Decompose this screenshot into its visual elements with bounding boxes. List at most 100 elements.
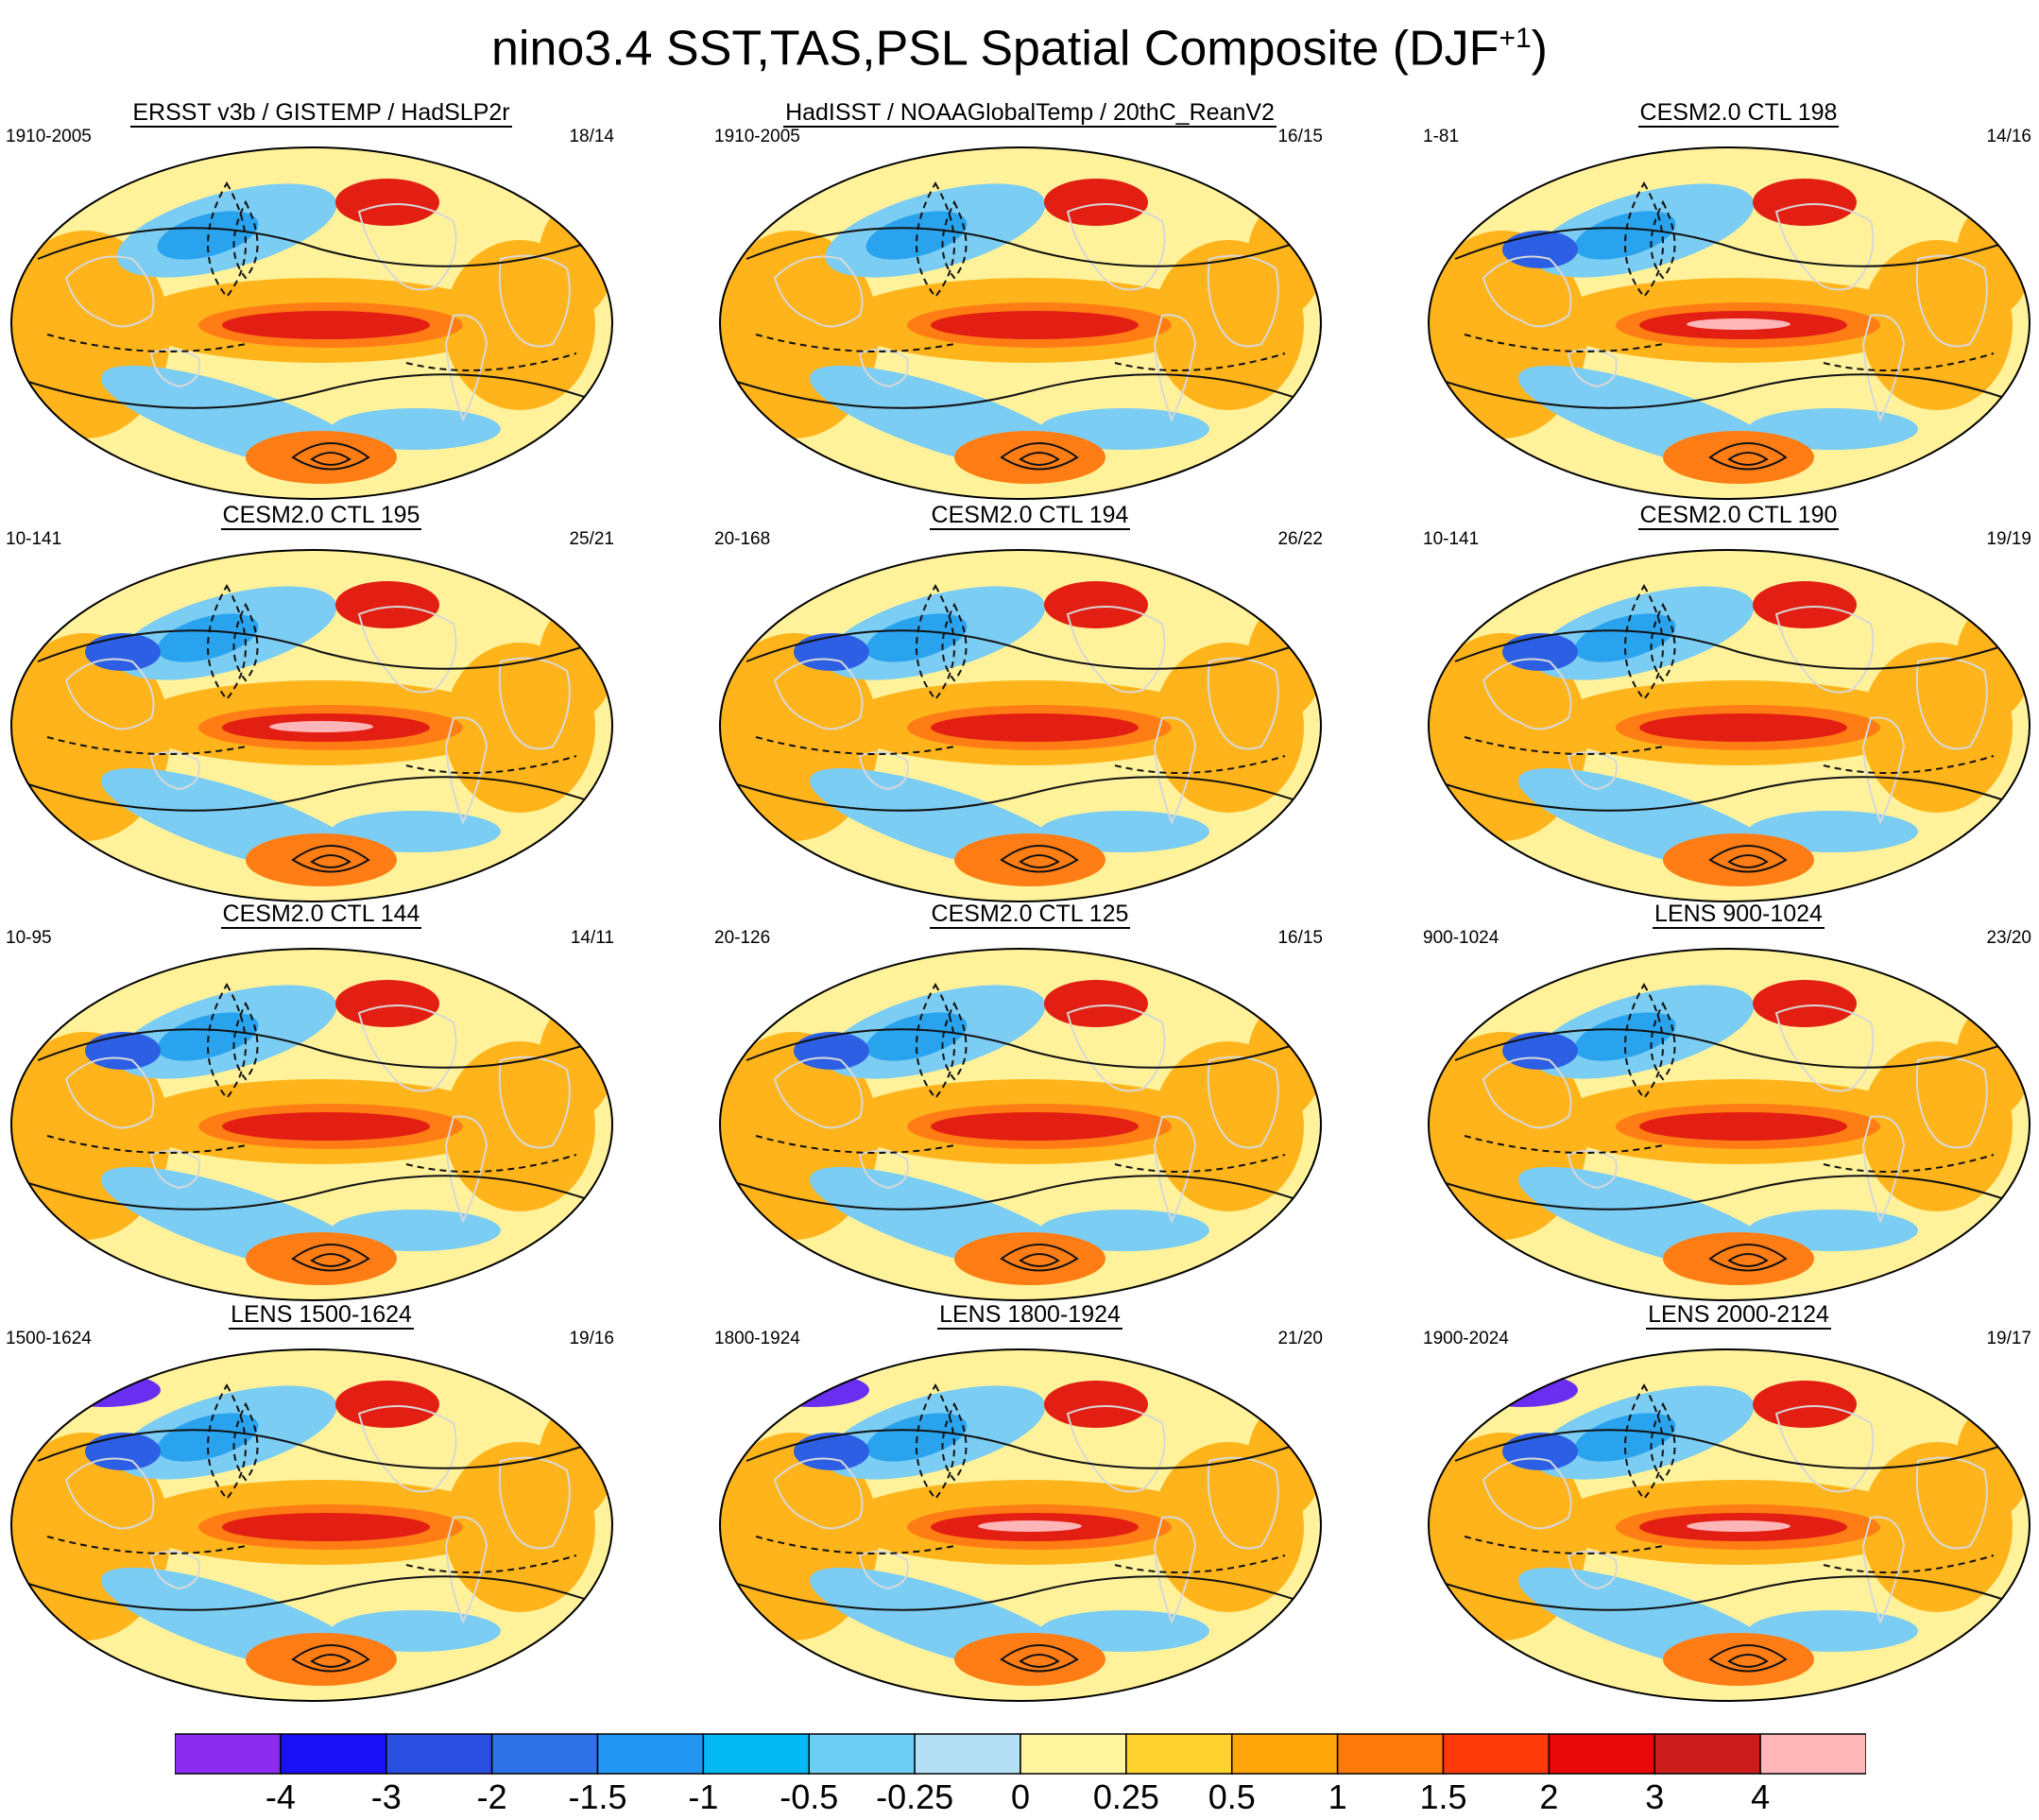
- psl-contour-negative: [1650, 1001, 1676, 1081]
- psl-contour-negative: [941, 1001, 968, 1081]
- continent-outline: [1066, 1405, 1166, 1493]
- asia-cold-core: [85, 633, 161, 671]
- continent-outline: [1153, 1115, 1197, 1224]
- panel-years: 1500-1624: [6, 1329, 92, 1348]
- map-panel: ERSST v3b / GISTEMP / HadSLP2r 1910-2005…: [0, 98, 643, 514]
- continent-outline: [773, 658, 864, 730]
- psl-contour-negative: [1823, 755, 1995, 774]
- continent-outline: [1153, 1516, 1197, 1624]
- continent-outline: [149, 1150, 200, 1190]
- colorbar-tick-label: 4: [1751, 1777, 1771, 1816]
- colorbar-tick-label: 3: [1645, 1777, 1665, 1816]
- psl-contour-negative: [1114, 1554, 1286, 1573]
- psl-contour-positive: [1000, 845, 1079, 873]
- psl-contour-positive: [1708, 845, 1788, 873]
- colorbar-swatch: [490, 1733, 599, 1775]
- psl-contour-positive: [1445, 1575, 2013, 1611]
- nino-tongue-core: [222, 1513, 430, 1541]
- nino-tongue-core: [931, 311, 1139, 339]
- colorbar-swatch: [702, 1733, 810, 1775]
- psl-contour-positive: [310, 854, 351, 868]
- continent-outline: [1567, 1150, 1618, 1190]
- psl-contour-positive: [1454, 629, 2013, 670]
- composite-map: [719, 948, 1322, 1301]
- colorbar-tick-label: -3: [370, 1777, 402, 1816]
- siberia-cold-extreme: [756, 1373, 869, 1407]
- nino-tongue-core: [931, 713, 1139, 742]
- psl-contour-positive: [310, 1654, 351, 1668]
- amundsen-warm-anomaly: [1663, 1633, 1814, 1686]
- psl-contour-negative: [232, 1001, 259, 1081]
- continent-outline: [1482, 255, 1572, 328]
- colorbar-tick-label: -0.25: [876, 1777, 954, 1816]
- north-america-warm-anomaly: [1044, 980, 1148, 1027]
- continent-outline: [357, 203, 457, 291]
- psl-contour-negative: [1464, 1135, 1664, 1154]
- composite-map: [10, 948, 613, 1301]
- composite-map: [719, 146, 1322, 500]
- psl-contour-positive: [37, 629, 596, 670]
- map-panel: CESM2.0 CTL 198 1-81 14/16: [1417, 98, 2039, 514]
- continent-outline: [498, 657, 571, 750]
- panel-years: 20-126: [714, 928, 771, 948]
- continent-outline: [64, 658, 155, 730]
- map-border: [719, 146, 1322, 500]
- panel-years: 1910-2005: [6, 127, 92, 146]
- continent-outline: [357, 1405, 457, 1493]
- north-america-warm-anomaly: [1753, 1381, 1857, 1428]
- colorbar-swatch: [386, 1733, 493, 1775]
- colorbar-swatch: [175, 1733, 282, 1775]
- psl-contour-negative: [755, 1536, 955, 1554]
- colorbar-tick-label: 2: [1539, 1777, 1559, 1816]
- panel-event-count: 14/11: [570, 928, 614, 948]
- continent-outline: [1915, 1056, 1988, 1149]
- psl-contour-positive: [291, 1244, 370, 1272]
- nino-tongue-peak: [269, 721, 373, 732]
- panel-title: CESM2.0 CTL 125: [929, 901, 1131, 929]
- continent-outline: [498, 1056, 571, 1149]
- psl-contour-positive: [1445, 373, 2013, 409]
- continent-outline: [1567, 349, 1618, 388]
- map-panel: LENS 2000-2124 1900-2024 19/17: [1417, 1300, 2039, 1716]
- amundsen-warm-anomaly: [954, 1633, 1105, 1686]
- psl-contour-negative: [232, 1401, 259, 1482]
- composite-map: [10, 1348, 613, 1702]
- colorbar-swatch: [596, 1733, 705, 1775]
- continent-outline: [858, 1551, 909, 1590]
- psl-contour-positive: [27, 776, 596, 812]
- psl-contour-positive: [1454, 1028, 2013, 1069]
- continent-outline: [149, 751, 200, 791]
- map-panel: CESM2.0 CTL 194 20-168 26/22: [709, 501, 1351, 917]
- nino-tongue-peak: [1687, 1520, 1791, 1532]
- panel-years: 1900-2024: [1423, 1329, 1509, 1348]
- north-america-warm-anomaly: [1753, 179, 1857, 226]
- continent-outline: [64, 1457, 155, 1530]
- continent-outline: [444, 716, 488, 825]
- composite-map: [10, 146, 613, 500]
- continent-outline: [149, 1551, 200, 1590]
- psl-contour-negative: [1650, 199, 1676, 280]
- map-border: [10, 146, 613, 500]
- continent-outline: [1207, 1456, 1279, 1550]
- north-america-warm-anomaly: [1044, 1381, 1148, 1428]
- continent-outline: [1774, 1004, 1875, 1092]
- amundsen-warm-anomaly: [246, 431, 397, 484]
- continent-outline: [1567, 751, 1618, 791]
- continent-outline: [773, 255, 864, 328]
- continent-outline: [1482, 1056, 1572, 1129]
- figure-title: nino3.4 SST,TAS,PSL Spatial Composite (D…: [490, 21, 1548, 77]
- psl-contour-positive: [1445, 1175, 2013, 1210]
- colorbar-tick-label: 1.5: [1419, 1777, 1467, 1816]
- panel-years: 1-81: [1423, 127, 1460, 146]
- psl-contour-positive: [1019, 1654, 1060, 1668]
- asia-cold-core: [1502, 633, 1578, 671]
- map-panel: HadISST / NOAAGlobalTemp / 20thC_ReanV2 …: [709, 98, 1351, 514]
- colorbar-tick-label: 0: [1010, 1777, 1031, 1816]
- amundsen-warm-anomaly: [1663, 1232, 1814, 1285]
- psl-contour-negative: [46, 736, 247, 755]
- nino-tongue-core: [931, 1112, 1139, 1141]
- panel-title: CESM2.0 CTL 198: [1637, 99, 1840, 128]
- psl-contour-positive: [291, 442, 370, 471]
- map-border: [10, 549, 613, 902]
- psl-contour-positive: [1454, 1429, 2013, 1469]
